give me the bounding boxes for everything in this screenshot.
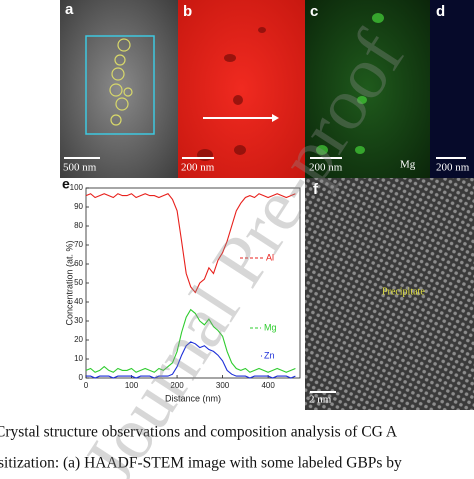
scale-text: 200 nm [181, 162, 215, 174]
x-tick-label: 400 [261, 381, 275, 390]
y-tick-label: 30 [74, 316, 83, 325]
y-tick-label: 60 [74, 259, 83, 268]
y-tick-label: 70 [74, 240, 83, 249]
scale-text: 200 nm [436, 162, 470, 174]
panel-label: a [65, 1, 74, 18]
panel-label: d [436, 3, 445, 20]
y-tick-label: 100 [70, 183, 84, 192]
feature-label: Precipitate [382, 286, 425, 297]
x-tick-label: 0 [84, 381, 89, 390]
y-tick-label: 40 [74, 297, 83, 306]
series-label: Zn [264, 350, 275, 360]
caption-line: sitization: (a) HAADF-STEM image with so… [0, 455, 402, 472]
element-label: Mg [400, 159, 416, 171]
panel-label: b [183, 3, 192, 20]
haadf-image [60, 0, 178, 178]
y-tick-label: 80 [74, 221, 83, 230]
caption-line: Crystal structure observations and compo… [0, 424, 398, 441]
y-tick-label: 50 [74, 278, 83, 287]
scale-text: 500 nm [63, 162, 97, 174]
series-label: Mg [264, 322, 277, 332]
y-axis-label: Concentration (at. %) [64, 240, 74, 325]
figure: a 500 nm b 200 nm c 200 nm Mg d 200 nm f… [0, 0, 474, 479]
panel-label: c [310, 3, 318, 20]
y-tick-label: 20 [74, 335, 83, 344]
y-tick-label: 10 [74, 354, 83, 363]
scale-text: 2 nm [309, 394, 332, 406]
y-tick-label: 90 [74, 202, 83, 211]
zn-map [430, 0, 474, 178]
x-tick-label: 300 [216, 381, 230, 390]
